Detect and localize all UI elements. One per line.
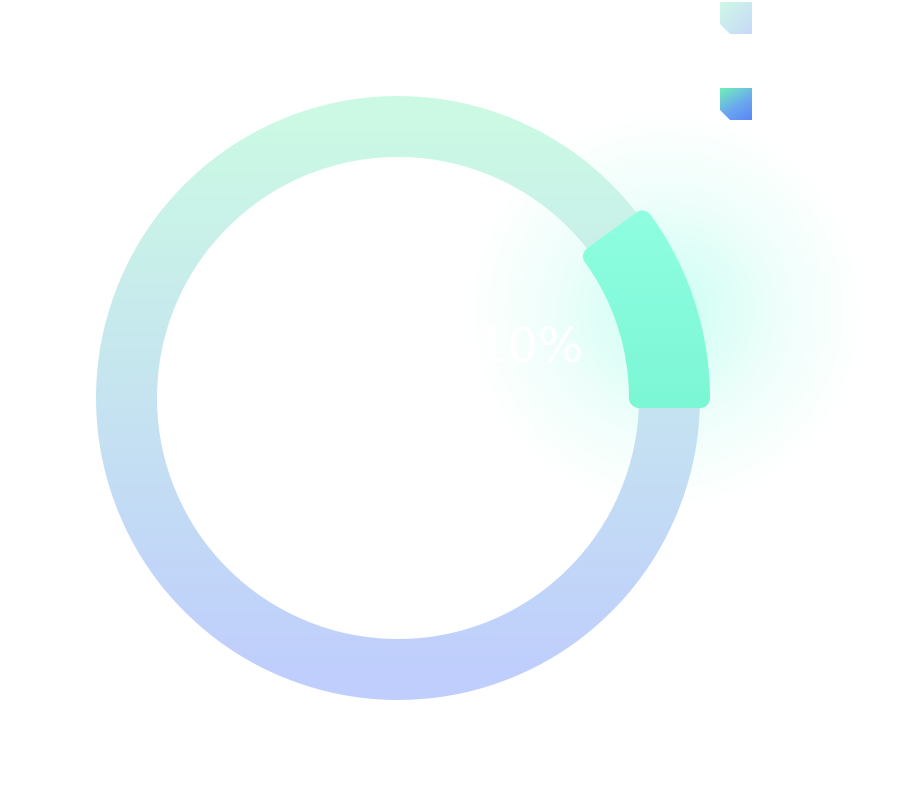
value-arc[interactable] [582, 210, 710, 408]
legend-swatch-total [720, 2, 752, 34]
legend-swatch-value [720, 88, 752, 120]
center-value-label: 10% [477, 318, 584, 374]
value-arc-group [582, 210, 710, 408]
